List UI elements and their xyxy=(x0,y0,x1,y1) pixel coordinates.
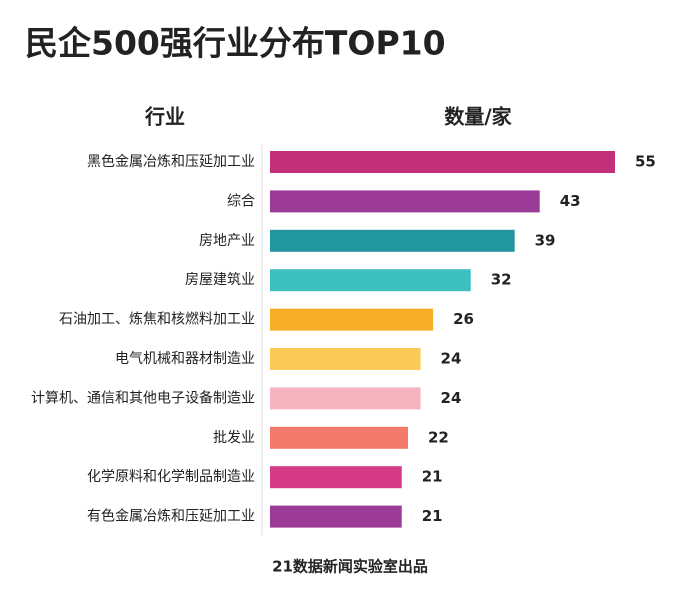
category-label: 电气机械和器材制造业 xyxy=(115,351,255,367)
category-label: 黑色金属冶炼和压延加工业 xyxy=(87,153,255,170)
bar xyxy=(270,229,515,252)
bar xyxy=(270,387,421,410)
value-header: 数量/家 xyxy=(444,105,512,129)
category-label: 综合 xyxy=(227,193,255,209)
bar xyxy=(270,151,615,173)
category-label: 有色金属冶炼和压延加工业 xyxy=(87,508,255,525)
category-label: 石油加工、炼焦和核燃料加工业 xyxy=(59,311,255,328)
category-label: 房地产业 xyxy=(199,233,255,249)
value-label: 26 xyxy=(453,310,474,328)
bar xyxy=(270,269,471,292)
value-label: 43 xyxy=(560,192,581,210)
value-label: 32 xyxy=(491,271,512,289)
category-label: 房屋建筑业 xyxy=(185,272,255,288)
bar xyxy=(270,348,421,370)
bar xyxy=(270,308,434,331)
value-label: 21 xyxy=(422,507,443,525)
value-label: 22 xyxy=(428,428,449,446)
value-label: 55 xyxy=(635,153,656,171)
chart-title: 民企500强行业分布TOP10 xyxy=(25,24,446,63)
bar xyxy=(270,426,408,449)
category-label: 批发业 xyxy=(213,430,255,446)
category-header: 行业 xyxy=(144,105,185,129)
value-label: 21 xyxy=(422,468,443,486)
bar xyxy=(270,505,402,528)
category-label: 化学原料和化学制品制造业 xyxy=(87,469,255,485)
category-label: 计算机、通信和其他电子设备制造业 xyxy=(31,389,255,406)
value-label: 24 xyxy=(441,389,462,407)
source-note: 21数据新闻实验室出品 xyxy=(272,558,428,576)
value-label: 24 xyxy=(441,350,462,368)
bar xyxy=(270,190,540,213)
value-label: 39 xyxy=(535,231,556,249)
bar xyxy=(270,466,402,489)
